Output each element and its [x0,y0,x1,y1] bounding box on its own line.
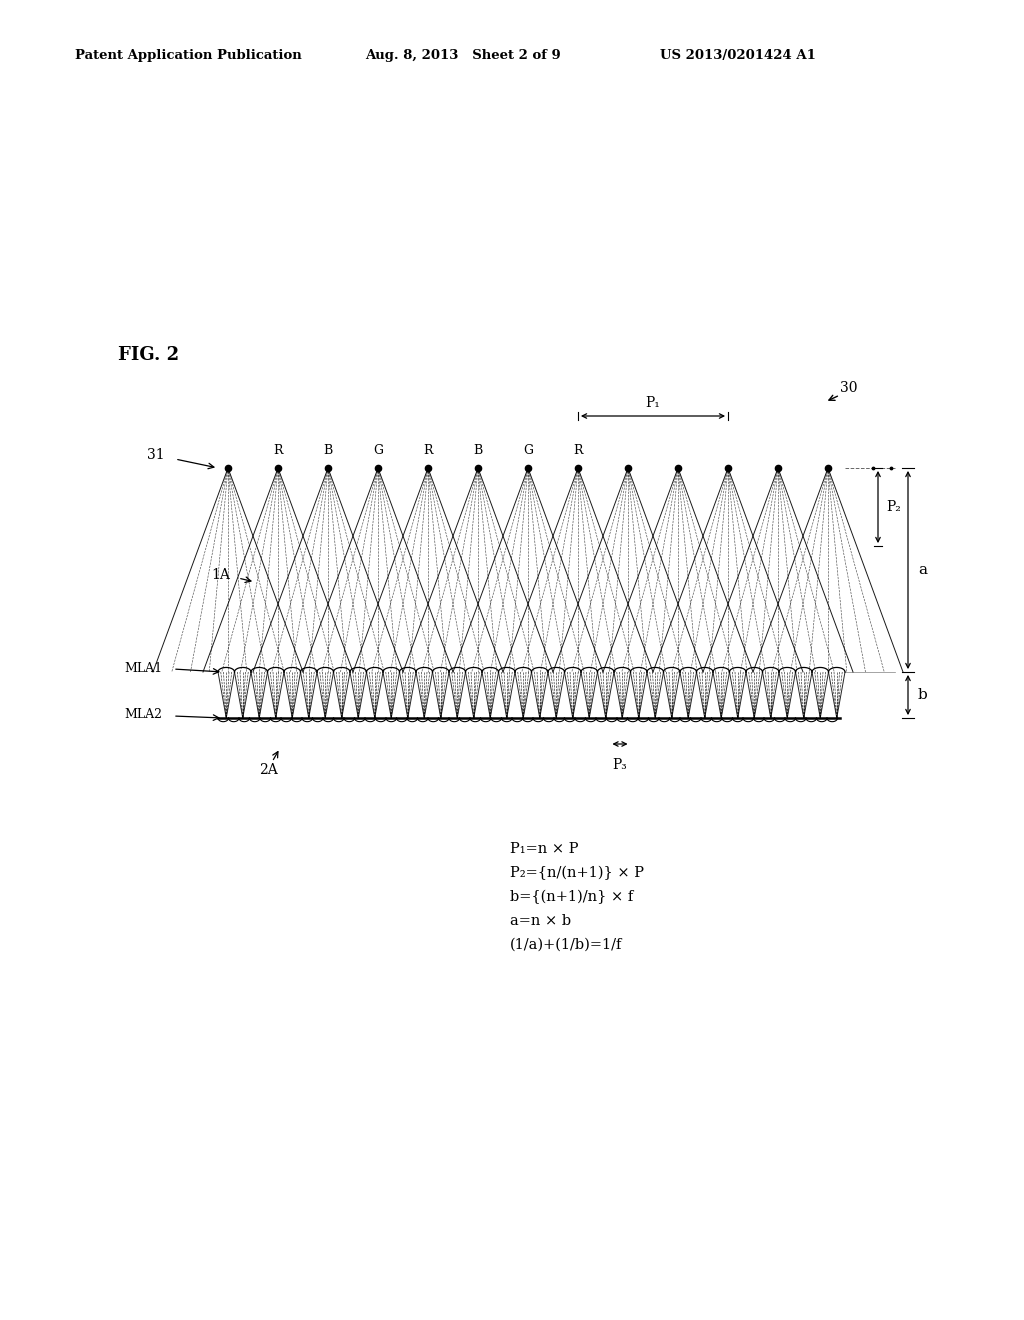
Text: B: B [473,444,482,457]
Text: US 2013/0201424 A1: US 2013/0201424 A1 [660,49,816,62]
Text: P₂: P₂ [886,500,901,513]
Text: MLA2: MLA2 [124,709,162,722]
Text: P₁: P₁ [645,396,660,411]
Text: Patent Application Publication: Patent Application Publication [75,49,302,62]
Text: R: R [273,444,283,457]
Text: a=n × b: a=n × b [510,913,571,928]
Text: FIG. 2: FIG. 2 [118,346,179,364]
Text: b={(n+1)/n} × f: b={(n+1)/n} × f [510,890,633,904]
Text: Aug. 8, 2013   Sheet 2 of 9: Aug. 8, 2013 Sheet 2 of 9 [365,49,561,62]
Text: B: B [324,444,333,457]
Text: R: R [423,444,433,457]
Text: MLA1: MLA1 [124,661,162,675]
Text: 30: 30 [840,381,857,395]
Text: P₂={n/(n+1)} × P: P₂={n/(n+1)} × P [510,866,644,880]
Text: G: G [523,444,534,457]
Text: a: a [918,564,927,577]
Text: P₃: P₃ [612,758,628,772]
Text: R: R [573,444,583,457]
Text: (1/a)+(1/b)=1/f: (1/a)+(1/b)=1/f [510,939,623,952]
Text: P₁=n × P: P₁=n × P [510,842,579,855]
Text: 1A: 1A [211,568,230,582]
Text: 2A: 2A [259,763,278,777]
Text: b: b [918,688,928,702]
Text: 31: 31 [147,447,165,462]
Text: G: G [373,444,383,457]
